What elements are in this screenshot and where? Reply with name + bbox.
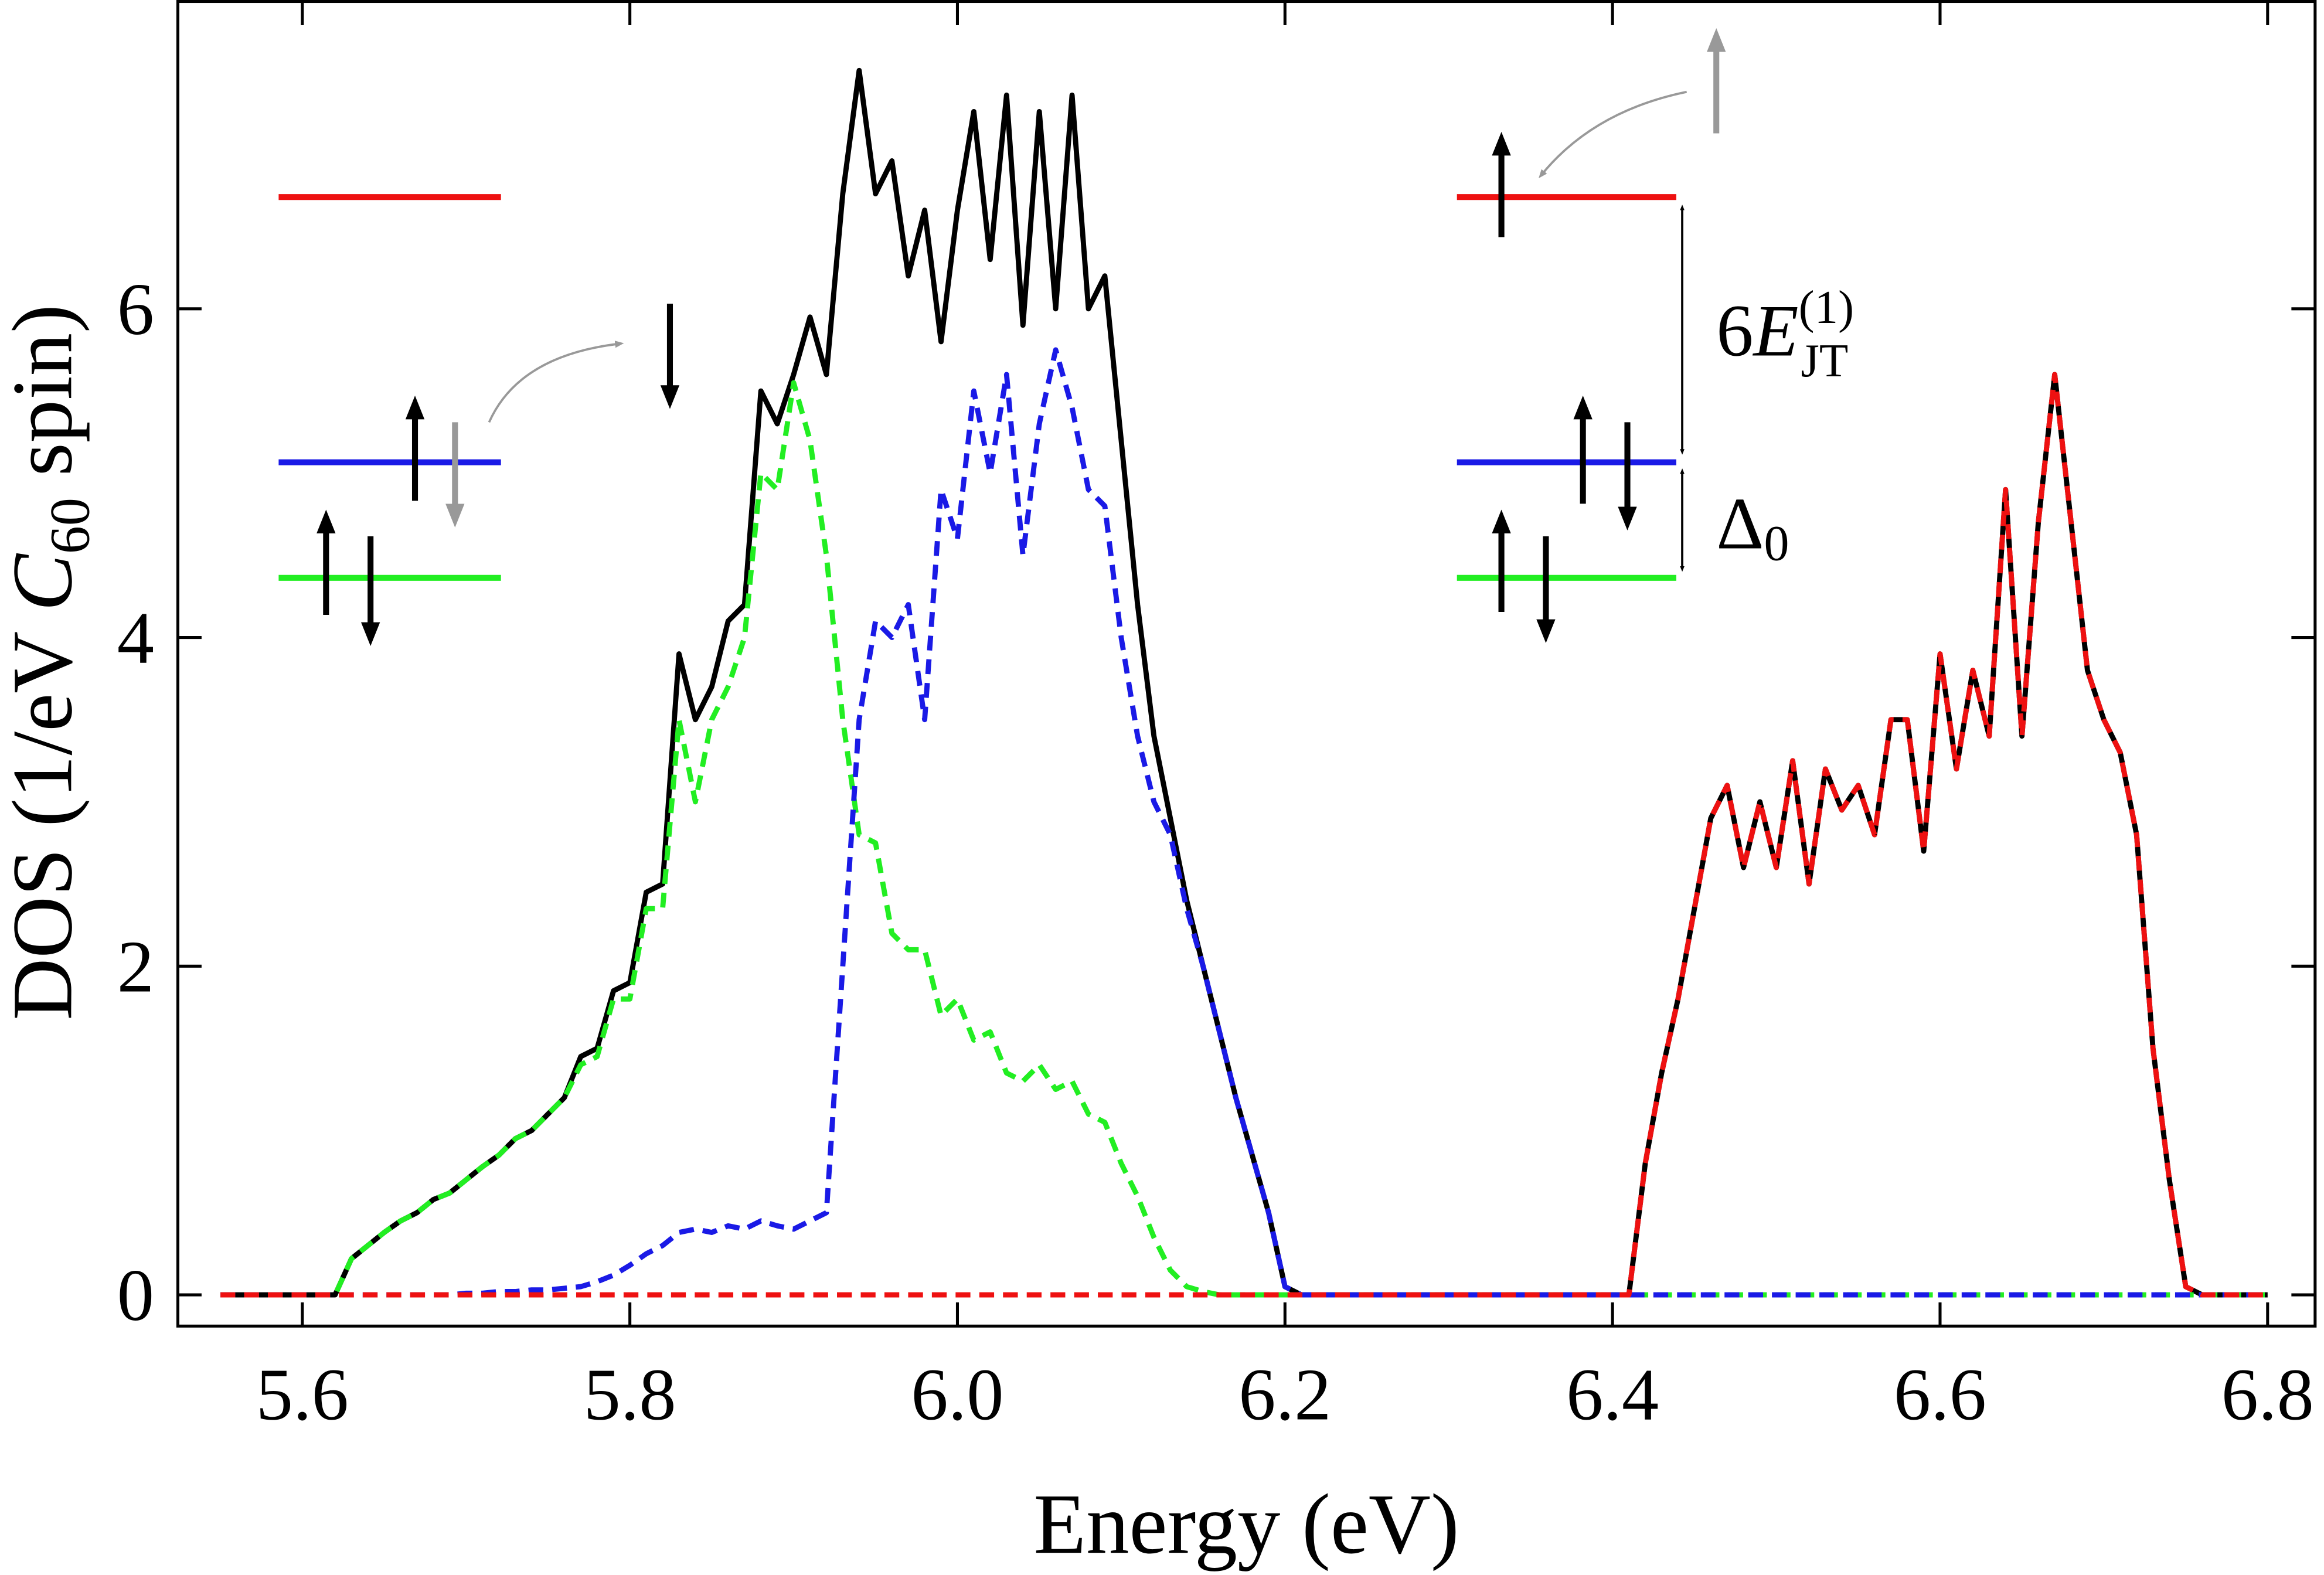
y-axis-label: DOS (1/eV C60 spin) [0,304,101,1020]
plot-frame [176,0,2317,1328]
x-tick-label: 5.6 [256,1354,349,1436]
annotation: 6E(1) JT [1716,281,1854,387]
y-tick-label: 4 [117,597,154,679]
series-line [220,380,2268,1298]
plot-area [220,67,2268,1298]
y-tick-label: 0 [117,1254,154,1336]
x-tick-label: 6.6 [1894,1354,1986,1436]
x-tick-label: 5.8 [584,1354,676,1436]
y-label-part: 60 [39,498,101,554]
annotation-part: JT [1801,335,1848,387]
y-tick-label: 2 [117,926,154,1008]
series-line [220,67,2268,1298]
annotation-part: E [1752,290,1798,372]
y-label-part: spin) [0,304,90,498]
x-tick-label: 6.2 [1238,1354,1331,1436]
x-axis-label: Energy (eV) [1034,1476,1459,1571]
x-tick-label: 6.0 [911,1354,1003,1436]
transfer-arrow [488,341,624,423]
annotation-part: 0 [1764,515,1789,572]
level-diagram-right [1457,28,1726,644]
y-label-part: C [0,553,90,611]
annotation-part: 6 [1716,290,1753,372]
transfer-arrow [1539,90,1687,179]
y-tick-label: 6 [117,268,154,351]
x-tick-label: 6.8 [2221,1354,2314,1436]
annotation: Δ0 [1716,482,1789,571]
series-line [220,347,2268,1298]
annotation-part: (1) [1799,281,1854,334]
annotation-part: Δ [1716,482,1764,564]
series-line [220,372,2268,1298]
y-label-part: DOS (1/eV [0,611,90,1020]
x-tick-label: 6.4 [1566,1354,1659,1436]
level-diagram-left [278,194,680,647]
